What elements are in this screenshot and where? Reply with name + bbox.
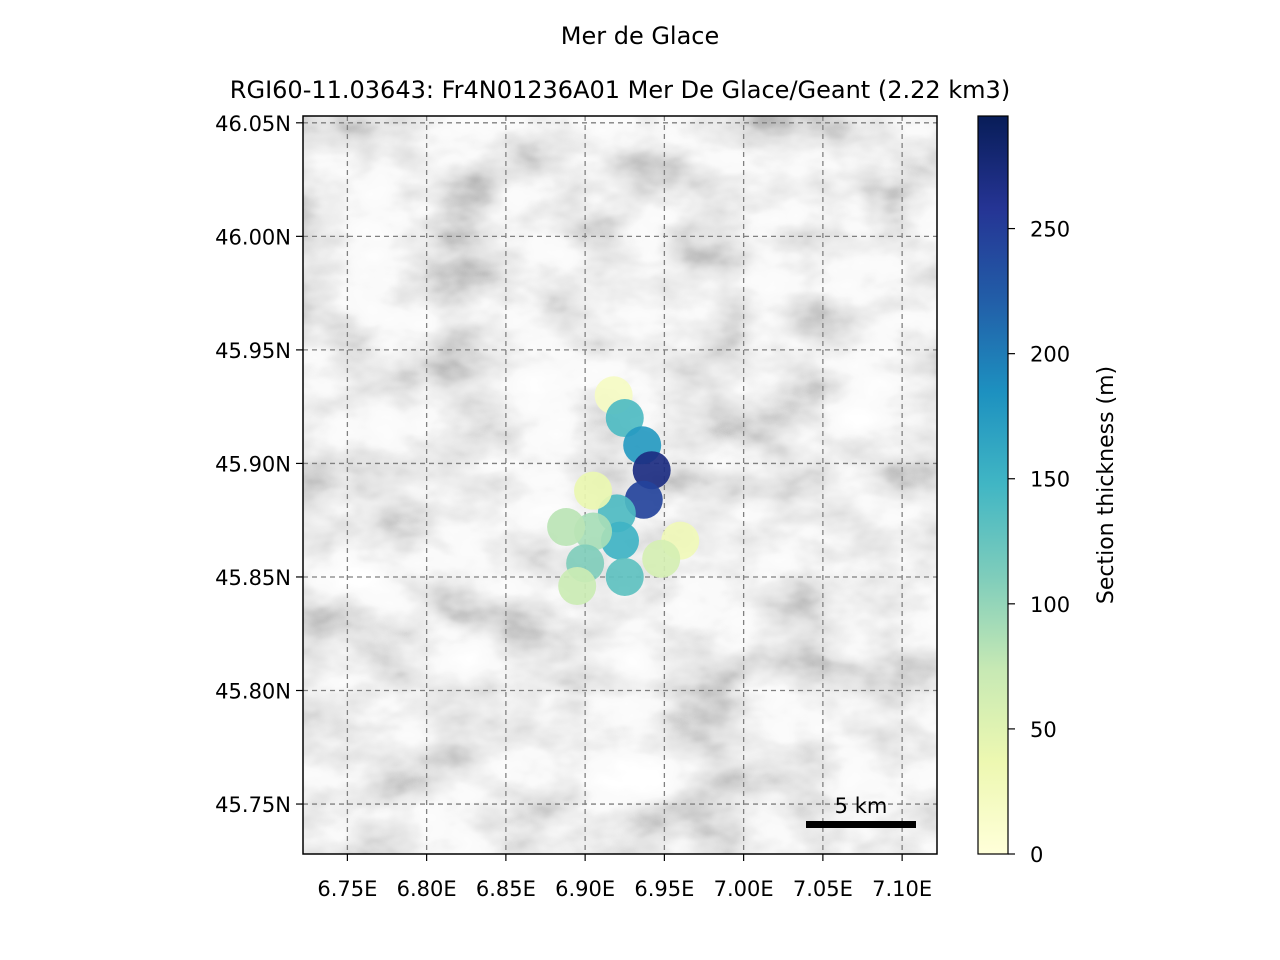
x-tick-label: 6.80E [397, 877, 457, 901]
scale-bar: 5 km [806, 794, 916, 828]
scale-bar-label: 5 km [835, 794, 888, 818]
x-tick-label: 7.00E [714, 877, 774, 901]
y-axis: 46.05N 46.00N 45.95N 45.90N 45.85N 45.80N 45.7… [215, 112, 303, 817]
glacier-section [632, 451, 671, 490]
colorbar-tick-label: 0 [1030, 843, 1043, 867]
x-tick-label: 6.90E [555, 877, 615, 901]
colorbar-ticks: 0 50 100 150 200 250 [1008, 218, 1070, 867]
scale-bar-line [806, 821, 916, 828]
colorbar-tick-label: 250 [1030, 218, 1070, 242]
colorbar-tick-label: 50 [1030, 718, 1057, 742]
y-tick-label: 45.85N [215, 566, 291, 590]
colorbar-label: Section thickness (m) [1094, 366, 1119, 604]
glacier-section [605, 399, 644, 438]
y-tick-label: 46.05N [215, 112, 291, 136]
glacier-section [574, 471, 613, 510]
x-tick-label: 7.05E [793, 877, 853, 901]
colorbar-tick-label: 150 [1030, 468, 1070, 492]
y-tick-label: 45.75N [215, 793, 291, 817]
colorbar-tick-label: 200 [1030, 343, 1070, 367]
x-axis: 6.75E 6.80E 6.85E 6.90E 6.95E 7.00E 7.05E 7.10E [317, 854, 932, 901]
figure-subtitle: RGI60-11.03643: Fr4N01236A01 Mer De Glac… [230, 76, 1010, 104]
glacier-section [605, 557, 644, 596]
y-tick-label: 45.95N [215, 339, 291, 363]
glacier-section [558, 567, 597, 606]
x-tick-label: 7.10E [872, 877, 932, 901]
map-panel[interactable]: 5 km 6.75E 6.80E 6.85E 6.90E 6.95E 7.00E 7.05E… [215, 112, 938, 901]
colorbar-gradient [977, 115, 1009, 855]
map-frame [302, 115, 938, 855]
x-tick-label: 6.75E [317, 877, 377, 901]
y-tick-label: 46.00N [215, 225, 291, 249]
glacier-section [547, 508, 586, 547]
y-tick-label: 45.80N [215, 680, 291, 704]
figure-title: Mer de Glace [561, 22, 720, 50]
x-tick-label: 6.85E [476, 877, 536, 901]
colorbar-tick-label: 100 [1030, 593, 1070, 617]
x-tick-label: 6.95E [634, 877, 694, 901]
colorbar: 0 50 100 150 200 250 Section thickness (m) [977, 115, 1119, 867]
y-tick-label: 45.90N [215, 452, 291, 476]
hillshade-relief [303, 116, 937, 854]
glacier-thickness-sections [547, 376, 700, 606]
glacier-section [642, 539, 681, 578]
